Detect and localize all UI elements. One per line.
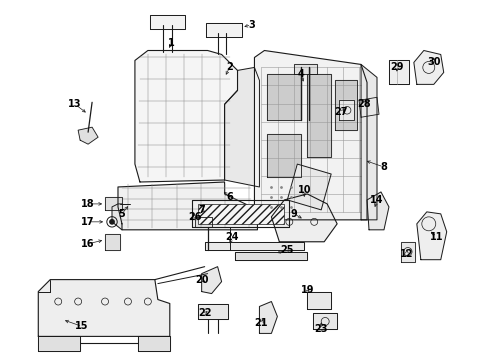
Polygon shape bbox=[138, 336, 169, 351]
Text: 20: 20 bbox=[195, 275, 208, 285]
Polygon shape bbox=[366, 192, 388, 230]
Text: 8: 8 bbox=[380, 162, 386, 172]
Polygon shape bbox=[259, 302, 277, 333]
Text: 7: 7 bbox=[198, 205, 204, 215]
Polygon shape bbox=[287, 164, 330, 210]
Polygon shape bbox=[224, 67, 259, 187]
Polygon shape bbox=[334, 80, 356, 130]
Text: 5: 5 bbox=[119, 209, 125, 219]
Polygon shape bbox=[271, 194, 336, 242]
Polygon shape bbox=[358, 97, 378, 117]
Text: 23: 23 bbox=[314, 324, 327, 334]
Text: 6: 6 bbox=[226, 192, 232, 202]
Text: 4: 4 bbox=[297, 69, 304, 80]
Text: 10: 10 bbox=[297, 185, 310, 195]
Text: 15: 15 bbox=[75, 321, 89, 332]
Text: 22: 22 bbox=[198, 309, 211, 319]
Polygon shape bbox=[234, 252, 306, 260]
Text: 30: 30 bbox=[426, 58, 440, 67]
Text: 16: 16 bbox=[81, 239, 95, 249]
Polygon shape bbox=[306, 292, 330, 310]
Polygon shape bbox=[400, 242, 414, 262]
Polygon shape bbox=[267, 75, 301, 120]
Text: 3: 3 bbox=[247, 19, 254, 30]
Polygon shape bbox=[38, 336, 80, 351]
Text: 12: 12 bbox=[399, 249, 413, 259]
Text: 21: 21 bbox=[254, 319, 267, 328]
Polygon shape bbox=[197, 204, 284, 224]
Circle shape bbox=[110, 220, 114, 224]
Polygon shape bbox=[388, 60, 408, 84]
Text: 26: 26 bbox=[187, 212, 201, 222]
Polygon shape bbox=[360, 64, 376, 220]
Polygon shape bbox=[204, 242, 304, 250]
Polygon shape bbox=[105, 197, 122, 210]
Polygon shape bbox=[267, 134, 301, 177]
Text: 17: 17 bbox=[81, 217, 95, 227]
Polygon shape bbox=[38, 280, 169, 336]
Polygon shape bbox=[78, 127, 98, 144]
Text: 13: 13 bbox=[68, 99, 81, 109]
Polygon shape bbox=[254, 50, 366, 220]
Text: 18: 18 bbox=[81, 199, 95, 209]
Polygon shape bbox=[205, 23, 241, 37]
Polygon shape bbox=[306, 75, 330, 157]
Text: 14: 14 bbox=[369, 195, 383, 205]
Polygon shape bbox=[105, 234, 120, 250]
Text: 24: 24 bbox=[224, 232, 238, 242]
Polygon shape bbox=[135, 50, 237, 182]
Text: 9: 9 bbox=[290, 209, 297, 219]
Text: 29: 29 bbox=[389, 62, 403, 72]
Text: 2: 2 bbox=[226, 62, 232, 72]
Text: 28: 28 bbox=[357, 99, 370, 109]
Text: 1: 1 bbox=[168, 37, 175, 48]
Text: 27: 27 bbox=[334, 107, 347, 117]
Polygon shape bbox=[118, 182, 257, 230]
Polygon shape bbox=[294, 64, 317, 75]
Polygon shape bbox=[201, 267, 221, 293]
Polygon shape bbox=[313, 314, 336, 329]
Polygon shape bbox=[339, 100, 353, 120]
Polygon shape bbox=[416, 212, 446, 260]
Polygon shape bbox=[413, 50, 443, 84]
Text: 11: 11 bbox=[429, 232, 443, 242]
Polygon shape bbox=[149, 15, 184, 28]
Polygon shape bbox=[197, 303, 227, 319]
Polygon shape bbox=[112, 204, 122, 230]
Polygon shape bbox=[194, 217, 211, 227]
Text: 19: 19 bbox=[300, 284, 313, 294]
Text: 25: 25 bbox=[280, 245, 293, 255]
